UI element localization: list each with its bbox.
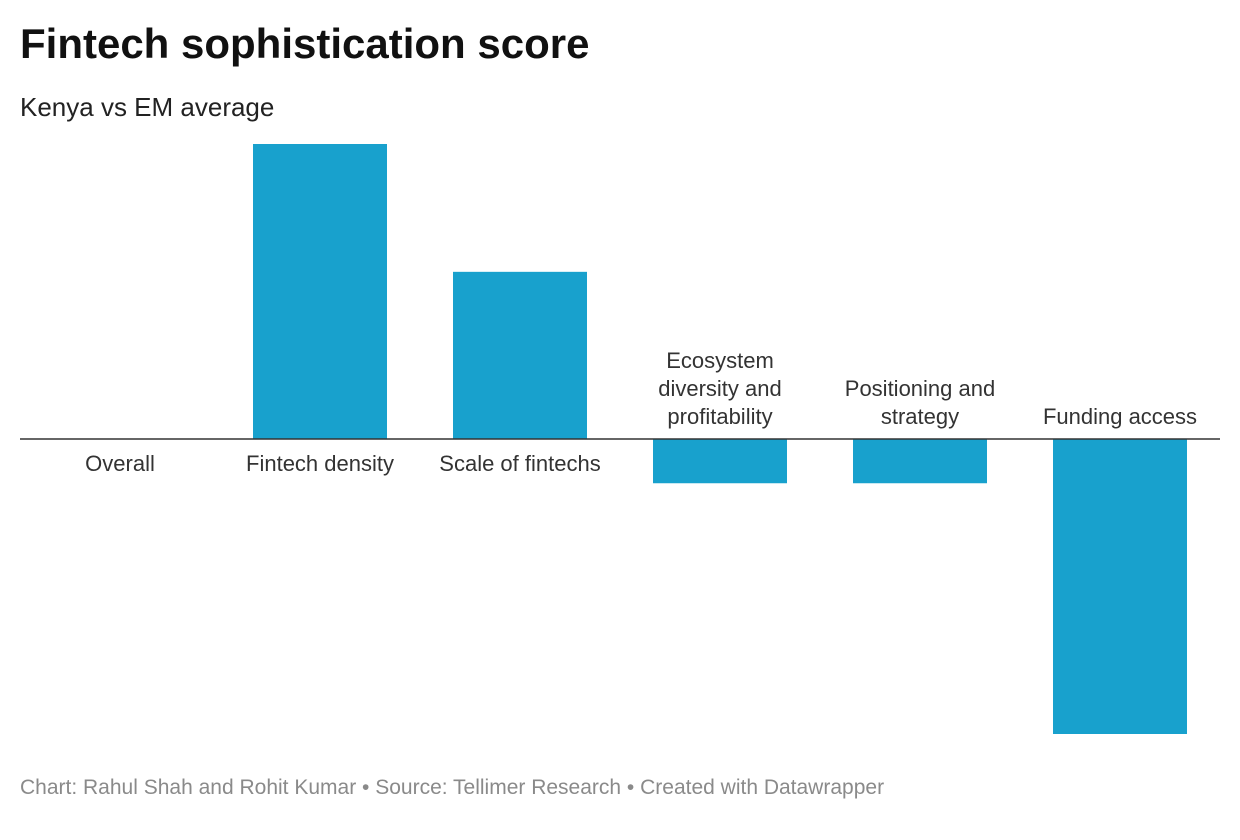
- bar-5: [1053, 439, 1187, 734]
- chart-subtitle: Kenya vs EM average: [20, 92, 275, 122]
- category-label-0: Overall: [85, 451, 155, 476]
- category-label-5: Funding access: [1043, 404, 1197, 429]
- bar-3: [653, 439, 787, 484]
- bar-2: [453, 271, 587, 439]
- bar-4: [853, 439, 987, 484]
- bar-1: [253, 144, 387, 439]
- category-label-2: Scale of fintechs: [439, 451, 600, 476]
- category-label-4: Positioning and strategy: [845, 376, 995, 429]
- category-label-1: Fintech density: [246, 451, 394, 476]
- chart-title: Fintech sophistication score: [20, 20, 590, 67]
- category-label-3: Ecosystem diversity and profitability: [658, 348, 782, 429]
- chart-footer: Chart: Rahul Shah and Rohit Kumar • Sour…: [20, 776, 885, 799]
